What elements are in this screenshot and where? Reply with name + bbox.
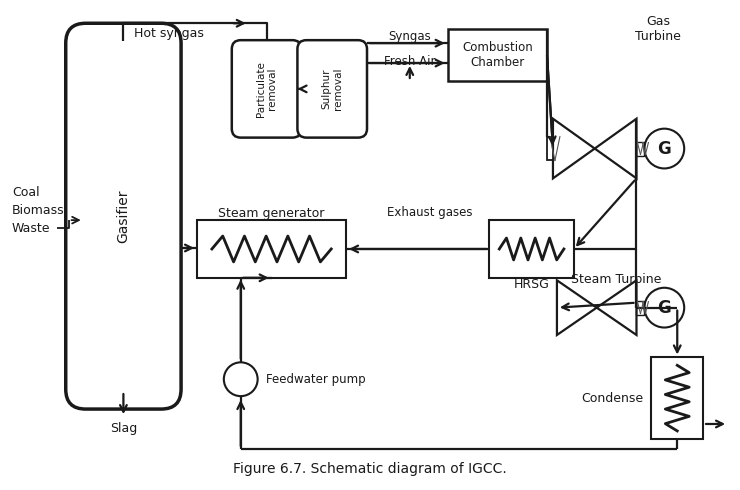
Text: Figure 6.7. Schematic diagram of IGCC.: Figure 6.7. Schematic diagram of IGCC.: [233, 462, 507, 476]
Text: Coal: Coal: [12, 186, 40, 199]
Circle shape: [645, 288, 684, 327]
Text: Gasifier: Gasifier: [116, 190, 130, 243]
Text: Slag: Slag: [110, 422, 137, 436]
FancyBboxPatch shape: [66, 23, 181, 409]
Circle shape: [645, 129, 684, 169]
Polygon shape: [595, 119, 636, 178]
Text: Biomass: Biomass: [12, 204, 64, 217]
Polygon shape: [557, 280, 596, 335]
Bar: [651, 357, 703, 439]
Circle shape: [223, 362, 258, 396]
Text: Fresh Air: Fresh Air: [384, 54, 436, 68]
FancyBboxPatch shape: [232, 40, 301, 138]
Bar: [197, 220, 346, 278]
Text: Condense: Condense: [582, 392, 644, 405]
Text: Waste: Waste: [12, 221, 50, 235]
Bar: [448, 29, 547, 81]
Bar: [636, 301, 645, 315]
Bar: [636, 142, 645, 155]
Text: Gas
Turbine: Gas Turbine: [636, 15, 682, 43]
Text: G: G: [657, 298, 671, 317]
Polygon shape: [553, 119, 595, 178]
Text: HRSG: HRSG: [514, 278, 550, 291]
Polygon shape: [596, 280, 636, 335]
Text: Sulphur
removal: Sulphur removal: [321, 68, 343, 110]
Text: Combustion
Chamber: Combustion Chamber: [462, 41, 533, 69]
Text: Syngas: Syngas: [388, 30, 431, 43]
Text: Steam generator: Steam generator: [218, 207, 325, 220]
FancyBboxPatch shape: [297, 40, 367, 138]
Text: Hot syngas: Hot syngas: [135, 27, 204, 40]
Text: Particulate
removal: Particulate removal: [256, 61, 278, 117]
Text: Steam Turbine: Steam Turbine: [571, 273, 662, 286]
Bar: [547, 137, 553, 161]
Bar: [489, 220, 574, 278]
Text: G: G: [657, 140, 671, 158]
Text: Feedwater pump: Feedwater pump: [266, 373, 366, 386]
Text: Exhaust gases: Exhaust gases: [387, 206, 472, 219]
